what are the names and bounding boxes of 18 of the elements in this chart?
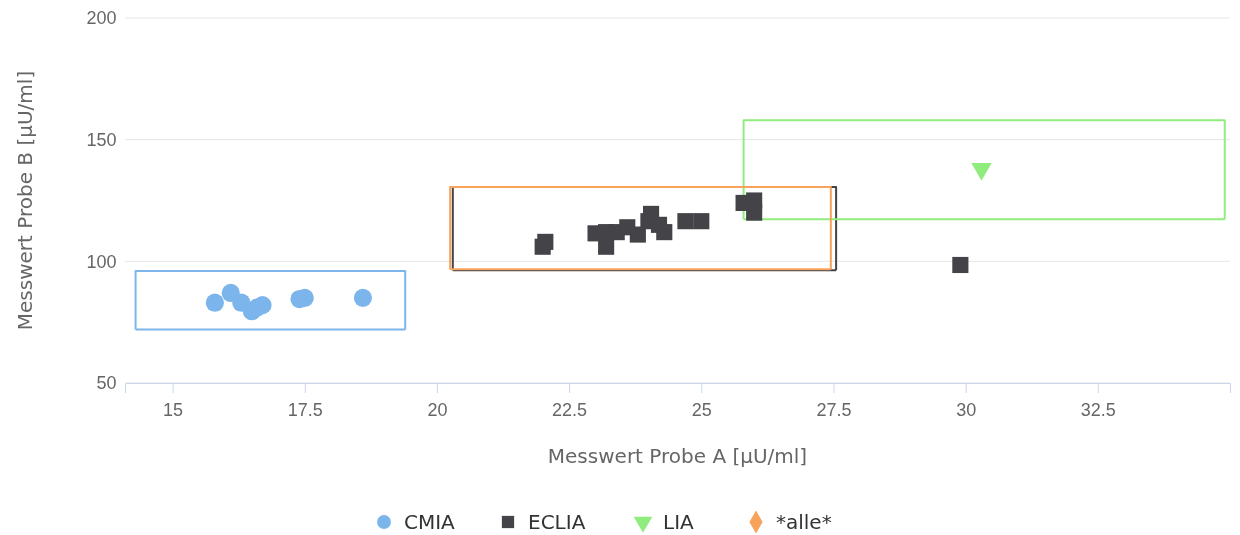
x-tick-label: 25 <box>691 399 712 420</box>
x-tick-label: 27.5 <box>816 399 852 420</box>
x-tick-label: 15 <box>163 399 184 420</box>
y-tick-label: 200 <box>86 8 117 29</box>
legend-label: CMIA <box>404 510 456 534</box>
x-tick-label: 22.5 <box>552 399 588 420</box>
x-tick-label: 32.5 <box>1080 399 1116 420</box>
x-axis-title: Messwert Probe A [µU/ml] <box>547 444 808 468</box>
y-tick-label: 50 <box>96 373 117 394</box>
legend-label: LIA <box>663 510 695 534</box>
legend-label: *alle* <box>776 510 832 534</box>
y-tick-label: 100 <box>86 251 117 272</box>
x-tick-label: 17.5 <box>287 399 323 420</box>
y-axis-title: Messwert Probe B [µU/ml] <box>13 70 37 331</box>
y-tick-label: 150 <box>86 129 117 150</box>
x-tick-label: 20 <box>427 399 448 420</box>
legend-label: ECLIA <box>528 510 586 534</box>
x-tick-label: 30 <box>956 399 977 420</box>
